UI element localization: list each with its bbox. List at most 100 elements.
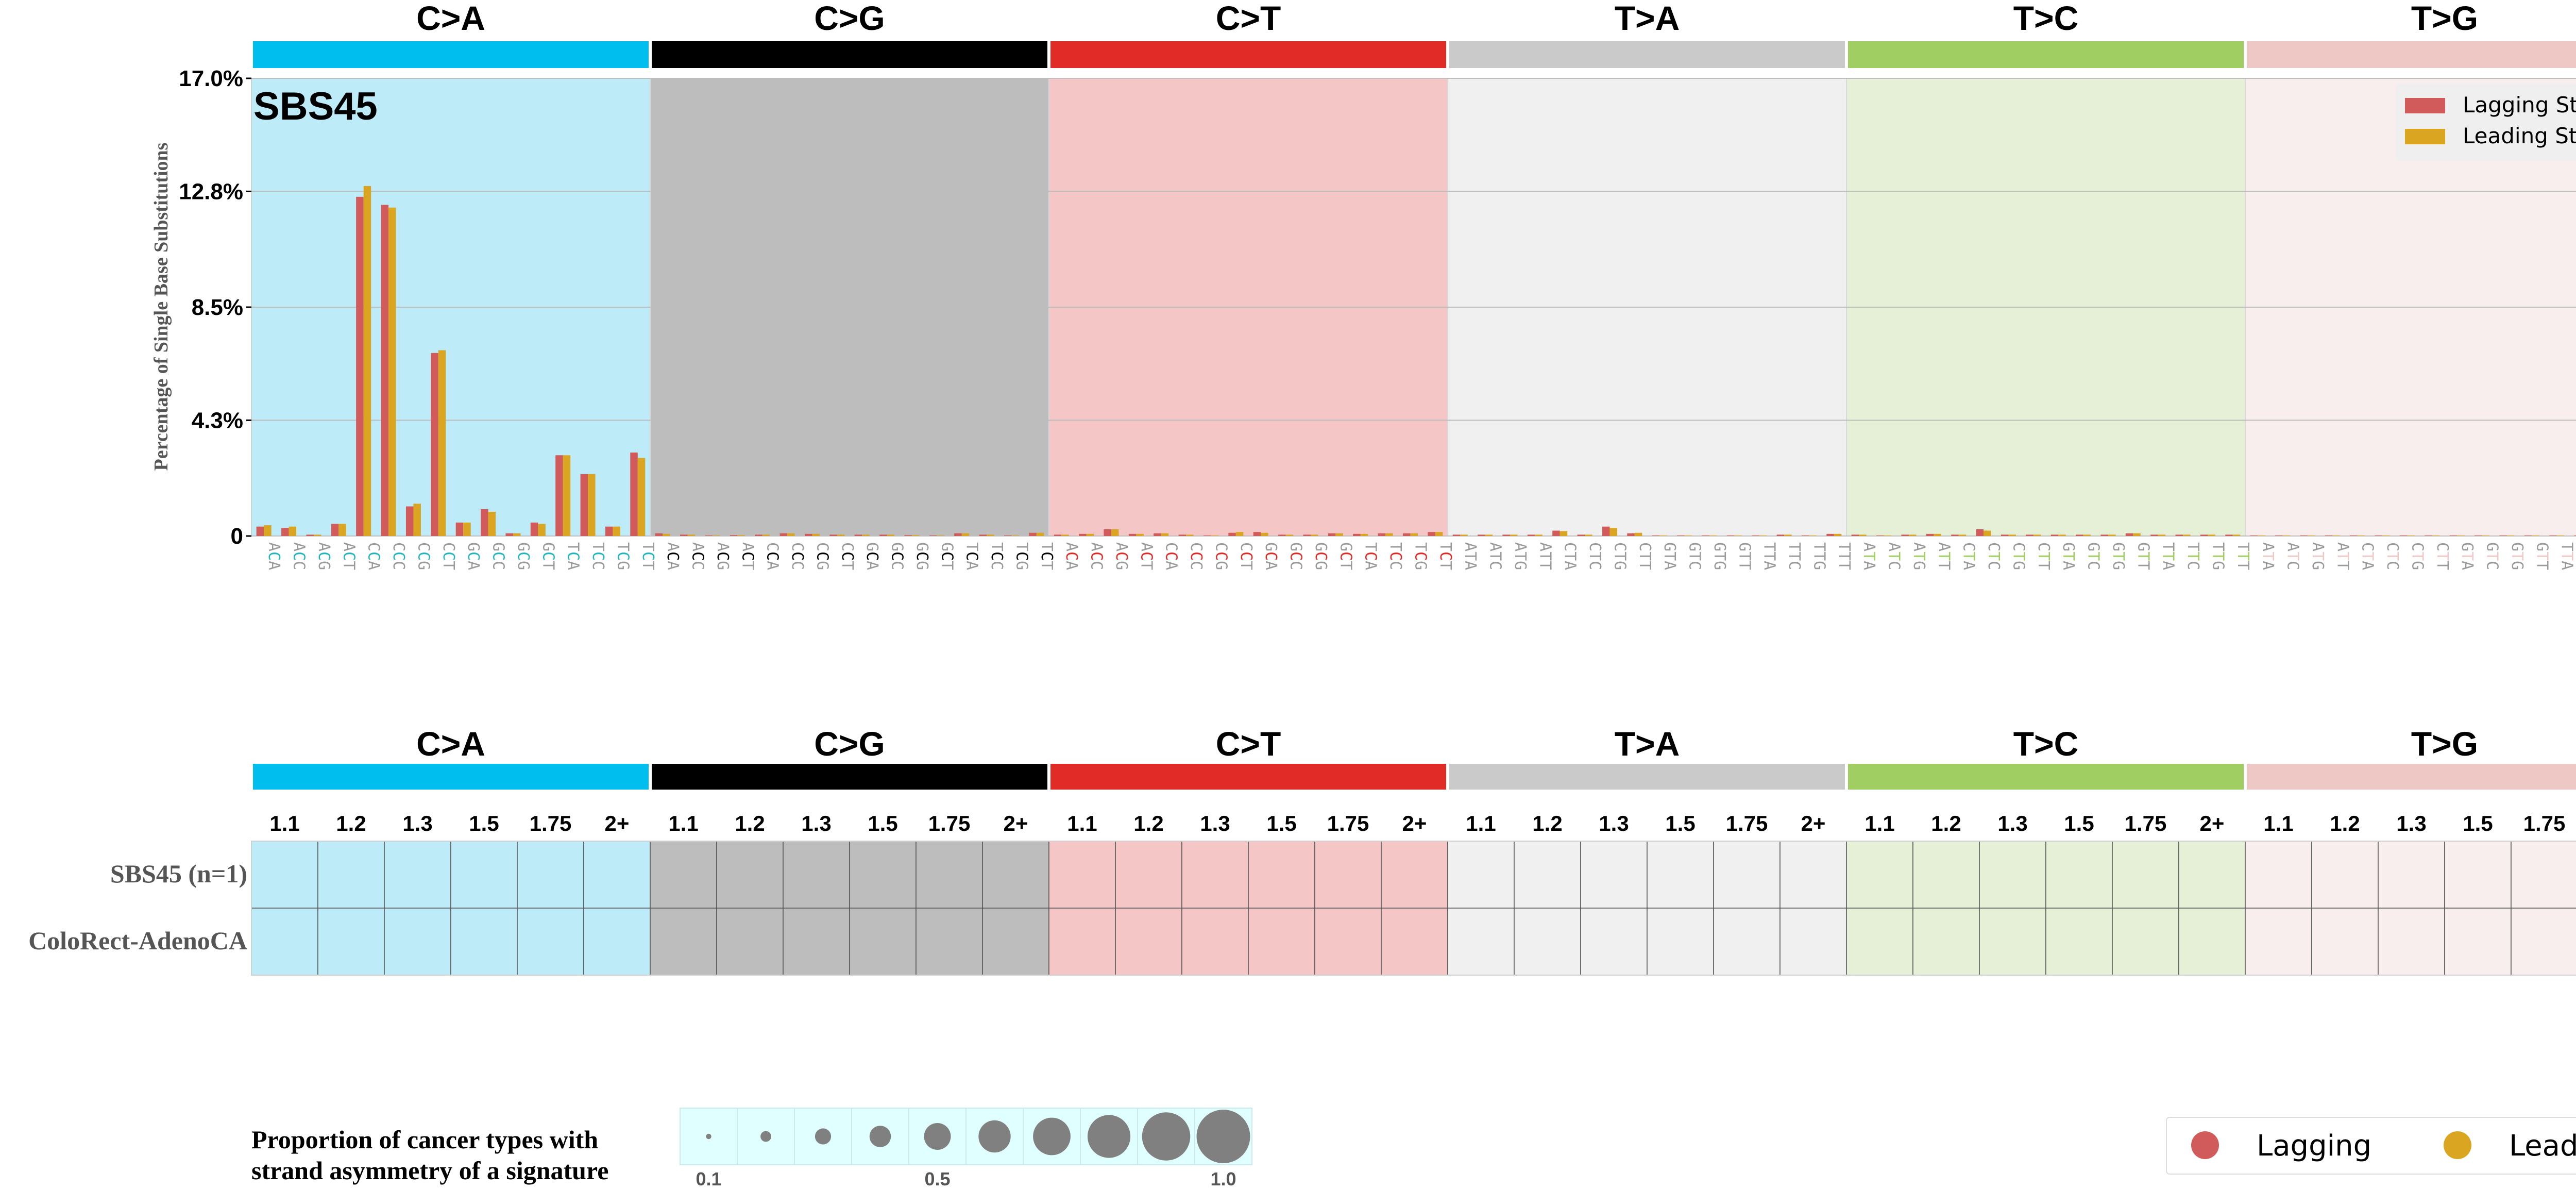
grid-cell <box>716 841 784 909</box>
grid-cell <box>1514 908 1581 976</box>
grid-type-title: T>C <box>2013 725 2079 763</box>
bin-label: 1.1 <box>668 811 698 835</box>
bin-label: 1.1 <box>2263 811 2293 835</box>
context-label: TCT <box>639 542 657 570</box>
grid-cell <box>1580 908 1648 976</box>
size-legend-circle <box>978 1120 1011 1153</box>
bar <box>1178 534 1187 536</box>
bar <box>2375 535 2383 536</box>
bar <box>405 506 414 536</box>
bar <box>1677 535 1685 536</box>
bar <box>356 196 364 536</box>
type-band <box>2247 41 2576 68</box>
context-label: TCA <box>963 542 981 570</box>
context-label: TCC <box>589 542 607 570</box>
bin-label: 1.75 <box>2125 811 2167 835</box>
grid-cell <box>650 908 717 976</box>
strand-legend-marker <box>2444 1131 2471 1159</box>
bar <box>2457 535 2465 536</box>
bar <box>1602 526 1610 536</box>
grid-type-title: C>G <box>814 725 885 763</box>
grid-type-title: C>T <box>1216 725 1281 763</box>
bar <box>779 533 788 536</box>
bin-label: 1.2 <box>2330 811 2360 835</box>
context-label: ATA <box>2259 542 2277 570</box>
bar <box>1527 534 1535 536</box>
size-legend-circle <box>760 1131 771 1142</box>
bar <box>1303 534 1311 536</box>
context-label: GCA <box>863 542 881 570</box>
context-label: ATT <box>2333 542 2351 570</box>
bar <box>2449 535 2458 536</box>
bar <box>2549 535 2557 536</box>
bar <box>2133 533 2141 536</box>
bin-label: 1.2 <box>1133 811 1163 835</box>
context-label: ACG <box>315 542 333 570</box>
bar <box>1759 535 1767 536</box>
bin-label: 1.75 <box>928 811 971 835</box>
context-label: TCG <box>1012 542 1030 570</box>
type-title: C>T <box>1216 0 1281 37</box>
bin-label: 1.1 <box>1865 811 1894 835</box>
context-label: CTA <box>1561 542 1579 570</box>
bar-legend: Lagging Strand Leading Strand <box>2396 83 2576 161</box>
top-type-bands: C>A C>G C>T T>A T>C T>G <box>253 0 2576 68</box>
grid-cell <box>1580 841 1648 909</box>
grid-cell <box>849 841 917 909</box>
bin-label: 1.2 <box>1532 811 1562 835</box>
size-legend-title: Proportion of cancer types with <box>251 1125 598 1154</box>
grid-cell <box>2112 908 2179 976</box>
grid-cell <box>2511 841 2576 909</box>
bar <box>1328 533 1336 536</box>
bin-label: 1.5 <box>868 811 897 835</box>
grid-cell <box>2112 841 2179 909</box>
bar <box>680 534 688 536</box>
bar <box>2482 535 2490 536</box>
bar <box>2158 534 2166 536</box>
bar <box>663 533 670 536</box>
bin-label: 1.2 <box>336 811 366 835</box>
bar <box>2232 534 2241 536</box>
context-label: ATA <box>1860 542 1878 570</box>
asymmetry-grid: SBS45 (n=1) ColoRect-AdenoCA <box>28 841 2576 976</box>
bar <box>712 535 720 536</box>
bar <box>438 350 446 536</box>
grid-cell <box>384 908 451 976</box>
grid-cell <box>1713 841 1781 909</box>
bar <box>2325 535 2333 536</box>
bar <box>413 504 421 536</box>
context-label: ATG <box>1511 542 1529 570</box>
context-label: ATT <box>1935 542 1953 570</box>
context-label: ATT <box>1536 542 1554 570</box>
bar <box>1452 534 1461 536</box>
bar <box>1360 533 1368 536</box>
grid-cell <box>1514 841 1581 909</box>
grid-cell <box>1115 841 1182 909</box>
grid-cell <box>1314 908 1382 976</box>
grid-cell <box>583 841 651 909</box>
bar <box>1577 534 1585 536</box>
context-label: GTA <box>2458 542 2476 570</box>
grid-row-label: SBS45 (n=1) <box>110 859 247 888</box>
context-label: GTT <box>1735 542 1753 570</box>
bar <box>431 353 438 536</box>
bar <box>1154 533 1161 536</box>
bar <box>1104 529 1111 536</box>
grid-type-band <box>1449 764 1845 790</box>
bar <box>1335 533 1343 536</box>
bar <box>256 526 264 536</box>
bar <box>829 534 837 536</box>
bar <box>1627 533 1635 536</box>
context-label: TCT <box>1436 542 1454 570</box>
bar <box>655 533 663 536</box>
type-title: C>A <box>416 0 485 37</box>
grid-cell <box>982 841 1049 909</box>
bar <box>2183 534 2191 536</box>
context-label: ACG <box>1112 542 1130 570</box>
bin-label: 1.5 <box>1665 811 1695 835</box>
bar <box>1186 534 1194 536</box>
bar <box>1136 533 1144 536</box>
bar <box>929 535 937 536</box>
grid-cell <box>1846 908 1913 976</box>
